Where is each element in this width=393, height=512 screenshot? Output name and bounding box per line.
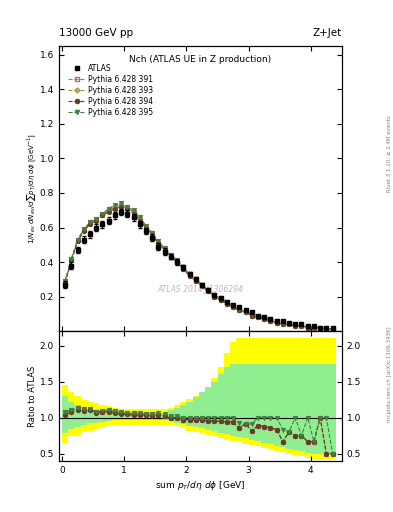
Y-axis label: Ratio to ATLAS: Ratio to ATLAS [28,366,37,426]
Text: 13000 GeV pp: 13000 GeV pp [59,28,133,38]
Legend: ATLAS, Pythia 6.428 391, Pythia 6.428 393, Pythia 6.428 394, Pythia 6.428 395: ATLAS, Pythia 6.428 391, Pythia 6.428 39… [68,64,153,117]
Y-axis label: $1/N_{ev}\ dN_{ev}/d\sum p_T/d\eta\ d\phi\ [\mathrm{GeV}^{-1}]$: $1/N_{ev}\ dN_{ev}/d\sum p_T/d\eta\ d\ph… [26,133,39,244]
Text: Rivet 3.1.10; ≥ 2.4M events: Rivet 3.1.10; ≥ 2.4M events [387,115,392,192]
Text: mcplots.cern.ch [arXiv:1306.3436]: mcplots.cern.ch [arXiv:1306.3436] [387,326,392,421]
X-axis label: sum $p_T/d\eta\ d\phi$ [GeV]: sum $p_T/d\eta\ d\phi$ [GeV] [155,479,246,492]
Text: ATLAS 2014_I1306294: ATLAS 2014_I1306294 [158,284,243,293]
Text: Nch (ATLAS UE in Z production): Nch (ATLAS UE in Z production) [129,55,272,63]
Text: Z+Jet: Z+Jet [313,28,342,38]
